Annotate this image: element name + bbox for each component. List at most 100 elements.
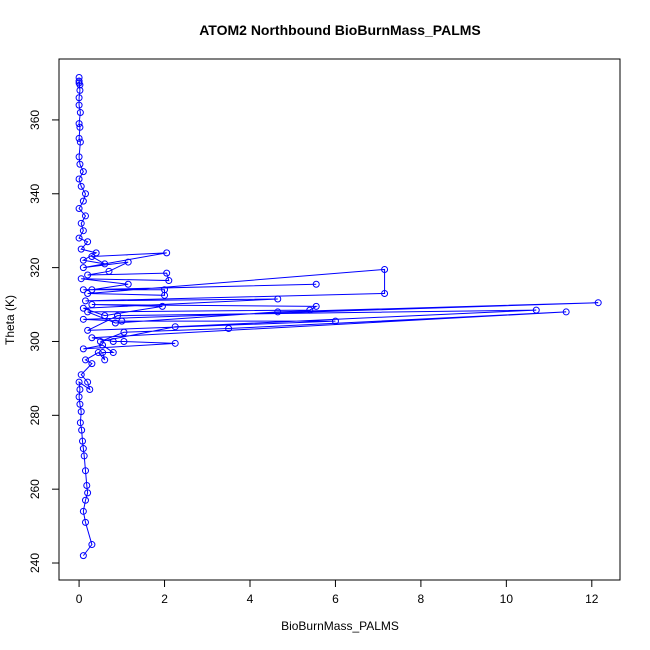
data-point [88,360,96,368]
data-point [76,160,84,168]
y-axis-label: Theta (K) [3,295,17,345]
data-point [96,337,104,345]
data-point [77,219,85,227]
data-point [86,385,94,393]
data-point [84,378,92,386]
data-point [381,289,389,297]
data-point [77,275,85,283]
data-point [75,205,83,213]
data-point [79,315,87,323]
data-point [312,280,320,288]
y-tick-label: 360 [28,110,42,130]
data-point [274,308,282,316]
data-point [79,345,87,353]
data-point [163,249,171,257]
data-point [79,552,87,560]
chart-title: ATOM2 Northbound BioBurnMass_PALMS [199,22,481,38]
data-point [75,393,83,401]
data-point [81,212,89,220]
data-point [594,299,602,307]
data-point [77,371,85,379]
data-point [78,426,86,434]
data-point [75,234,83,242]
data-point [81,297,89,305]
data-point [163,269,171,277]
data-point [79,304,87,312]
data-point [80,452,88,460]
data-point [109,349,117,357]
data-point [101,260,109,268]
data-point [109,337,117,345]
data-point [75,134,83,142]
data-point [76,123,84,131]
data-point [79,168,87,176]
data-point [75,77,83,85]
y-tick-label: 340 [28,183,42,203]
data-point [381,265,389,273]
plot-frame [58,58,621,581]
x-tick-label: 8 [418,592,425,606]
data-point [75,175,83,183]
data-point [99,341,107,349]
data-point [75,378,83,386]
data-point [88,301,96,309]
x-tick-label: 6 [332,592,339,606]
data-point [171,323,179,331]
data-point [532,306,540,314]
data-point [79,256,87,264]
data-point [78,437,86,445]
data-point [75,101,83,109]
data-point [84,308,92,316]
data-point [81,518,89,526]
data-point [88,286,96,294]
data-point [171,339,179,347]
data-point [165,277,173,285]
data-point [76,419,84,427]
data-point [105,267,113,275]
data-point [75,153,83,161]
data-point [81,190,89,198]
data-point [99,349,107,357]
data-point [120,337,128,345]
data-point [88,541,96,549]
data-point [81,356,89,364]
x-tick-label: 12 [585,592,599,606]
data-point [124,258,132,266]
y-tick-label: 260 [28,479,42,499]
data-point [120,328,128,336]
data-point [118,317,126,325]
data-point [79,197,87,205]
data-point [79,445,87,453]
data-point [79,507,87,515]
data-point [331,317,339,325]
data-point [79,227,87,235]
data-line [78,77,599,556]
data-point [562,308,570,316]
data-point [77,245,85,253]
data-point [83,481,91,489]
data-point [101,312,109,320]
data-point [158,302,166,310]
data-point [84,489,92,497]
data-point [84,238,92,246]
data-point [81,496,89,504]
data-point [76,81,84,89]
data-point [88,253,96,261]
data-point [79,286,87,294]
data-point [77,408,85,416]
data-point [84,326,92,334]
data-point [76,109,84,117]
x-tick-label: 10 [500,592,514,606]
y-tick-label: 280 [28,405,42,425]
data-point [114,312,122,320]
data-point [76,138,84,146]
x-axis-label: BioBurnMass_PALMS [281,619,399,633]
data-point [75,94,83,102]
data-point [84,271,92,279]
data-point [274,295,282,303]
data-point [94,349,102,357]
x-tick-label: 4 [247,592,254,606]
data-point [225,325,233,333]
data-point [76,400,84,408]
